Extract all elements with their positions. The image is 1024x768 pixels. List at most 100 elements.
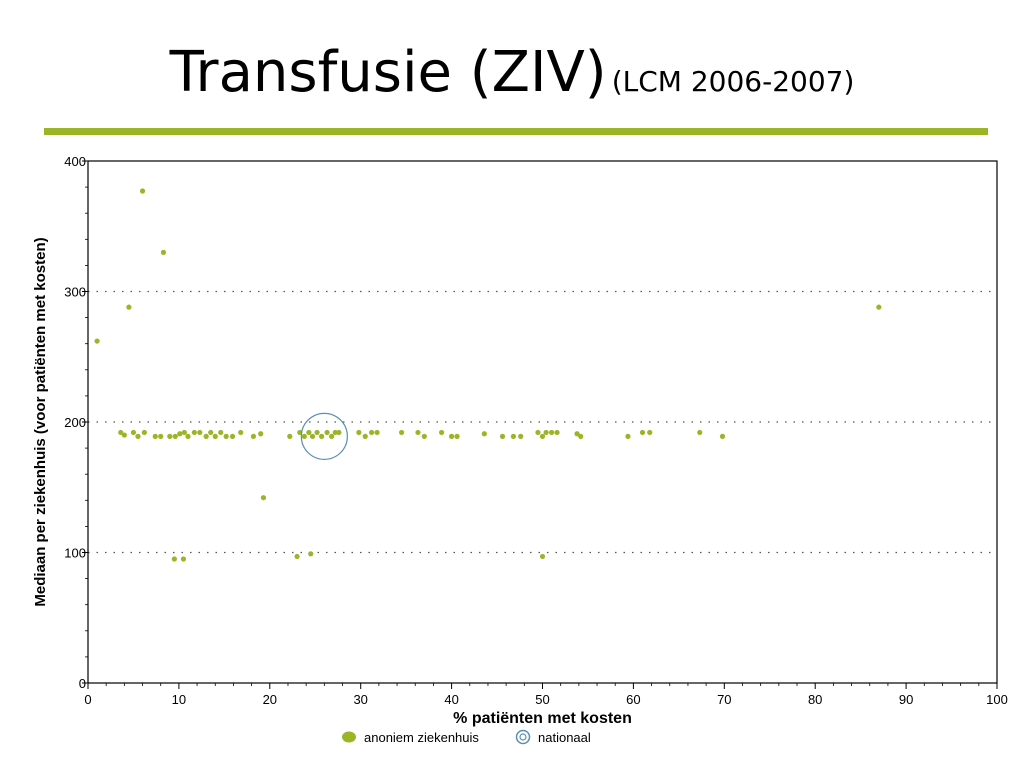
- x-tick-label: 60: [626, 692, 640, 707]
- hospital-point: [578, 433, 584, 439]
- legend-symbol-hospital: [342, 731, 356, 743]
- x-tick-label: 20: [263, 692, 277, 707]
- hospital-point: [212, 433, 218, 439]
- hospital-point: [374, 429, 380, 436]
- hospital-point: [191, 429, 197, 436]
- hospital-point: [639, 429, 646, 436]
- hospital-point: [208, 429, 214, 436]
- x-tick-label: 70: [717, 692, 731, 707]
- hospital-point: [449, 433, 455, 439]
- hospital-point: [415, 429, 421, 436]
- hospital-point: [135, 433, 141, 439]
- legend-label-national: nationaal: [538, 730, 591, 745]
- hospital-point: [439, 429, 445, 436]
- x-tick-label: 0: [84, 692, 91, 707]
- hospital-point: [229, 433, 236, 439]
- x-tick-label: 80: [808, 692, 822, 707]
- hospital-point: [329, 433, 335, 439]
- hospital-point: [160, 249, 167, 255]
- hospital-point: [172, 433, 178, 439]
- hospital-point: [510, 433, 517, 439]
- scatter-chart: 0 10 20 30 40 50 60 70 80 90 100 0 100 200 300 400 % p…: [32, 154, 1008, 745]
- x-tick-label: 50: [535, 692, 549, 707]
- hospital-point: [158, 433, 164, 439]
- hospital-point: [218, 429, 224, 436]
- hospital-point: [535, 429, 541, 436]
- data-points: [94, 188, 882, 562]
- x-tick-label: 40: [444, 692, 458, 707]
- hospital-point: [126, 304, 132, 310]
- title-main: Transfusie (ZIV): [169, 40, 607, 105]
- hospital-point: [287, 433, 293, 439]
- hospital-point: [625, 433, 631, 439]
- y-tick-label: 100: [64, 546, 86, 561]
- hospital-point: [121, 432, 127, 438]
- hospital-point: [548, 429, 555, 436]
- hospital-point: [260, 495, 267, 501]
- hospital-point: [180, 556, 187, 562]
- hospital-point: [294, 553, 300, 560]
- hospital-point: [197, 429, 203, 436]
- hospital-point: [141, 429, 147, 436]
- hospital-point: [314, 429, 320, 436]
- legend-label-hospital: anoniem ziekenhuis: [364, 730, 479, 745]
- national-points: [300, 412, 348, 460]
- grid-lines: [88, 290, 997, 554]
- national-point: [300, 412, 348, 460]
- legend-symbol-national-inner: [519, 733, 527, 741]
- hospital-point: [306, 429, 312, 436]
- hospital-point: [539, 433, 546, 439]
- hospital-point: [543, 429, 549, 436]
- title-divider: [44, 128, 988, 135]
- legend-symbol-national: [515, 729, 531, 745]
- y-axis-ticks: 0 100 200 300 400: [64, 154, 88, 691]
- hospital-point: [421, 433, 427, 439]
- hospital-point: [332, 429, 338, 436]
- hospital-point: [152, 433, 158, 439]
- title-subtitle: (LCM 2006-2007): [611, 65, 855, 98]
- hospital-point: [876, 304, 882, 310]
- hospital-point: [309, 433, 316, 439]
- hospital-point: [118, 429, 124, 436]
- hospital-point: [130, 429, 137, 436]
- hospital-point: [356, 429, 362, 436]
- hospital-point: [181, 429, 187, 436]
- hospital-point: [336, 429, 342, 436]
- hospital-point: [301, 433, 307, 439]
- hospital-point: [518, 433, 524, 439]
- hospital-point: [94, 338, 100, 344]
- x-axis-ticks: 0 10 20 30 40 50 60 70 80 90 100: [84, 683, 1008, 707]
- x-tick-label: 10: [172, 692, 186, 707]
- hospital-point: [539, 553, 546, 560]
- hospital-point: [203, 433, 209, 439]
- x-tick-label: 90: [899, 692, 913, 707]
- hospital-point: [697, 429, 703, 436]
- x-tick-label: 100: [986, 692, 1008, 707]
- hospital-point: [369, 429, 375, 436]
- hospital-point: [454, 433, 460, 439]
- hospital-point: [499, 433, 506, 439]
- slide-title: Transfusie (ZIV) (LCM 2006-2007): [0, 40, 1024, 105]
- hospital-point: [719, 433, 726, 439]
- hospital-point: [171, 556, 177, 562]
- hospital-point: [647, 429, 653, 436]
- hospital-point: [139, 188, 146, 194]
- hospital-point: [167, 433, 173, 439]
- y-axis-label: Mediaan per ziekenhuis (voor patiënten m…: [32, 237, 49, 606]
- hospital-point: [554, 429, 560, 436]
- hospital-point: [177, 431, 183, 437]
- hospital-point: [399, 429, 405, 436]
- legend: anoniem ziekenhuis nationaal: [342, 729, 591, 745]
- y-tick-label: 400: [64, 154, 86, 169]
- hospital-point: [362, 433, 368, 439]
- hospital-point: [324, 429, 330, 436]
- y-tick-label: 300: [64, 285, 86, 300]
- hospital-point: [250, 433, 257, 439]
- y-tick-label: 200: [64, 415, 86, 430]
- hospital-point: [223, 433, 229, 439]
- hospital-point: [185, 433, 191, 439]
- x-axis-label: % patiënten met kosten: [453, 710, 632, 727]
- hospital-point: [238, 429, 244, 436]
- x-tick-label: 30: [353, 692, 367, 707]
- y-tick-label: 0: [79, 676, 86, 691]
